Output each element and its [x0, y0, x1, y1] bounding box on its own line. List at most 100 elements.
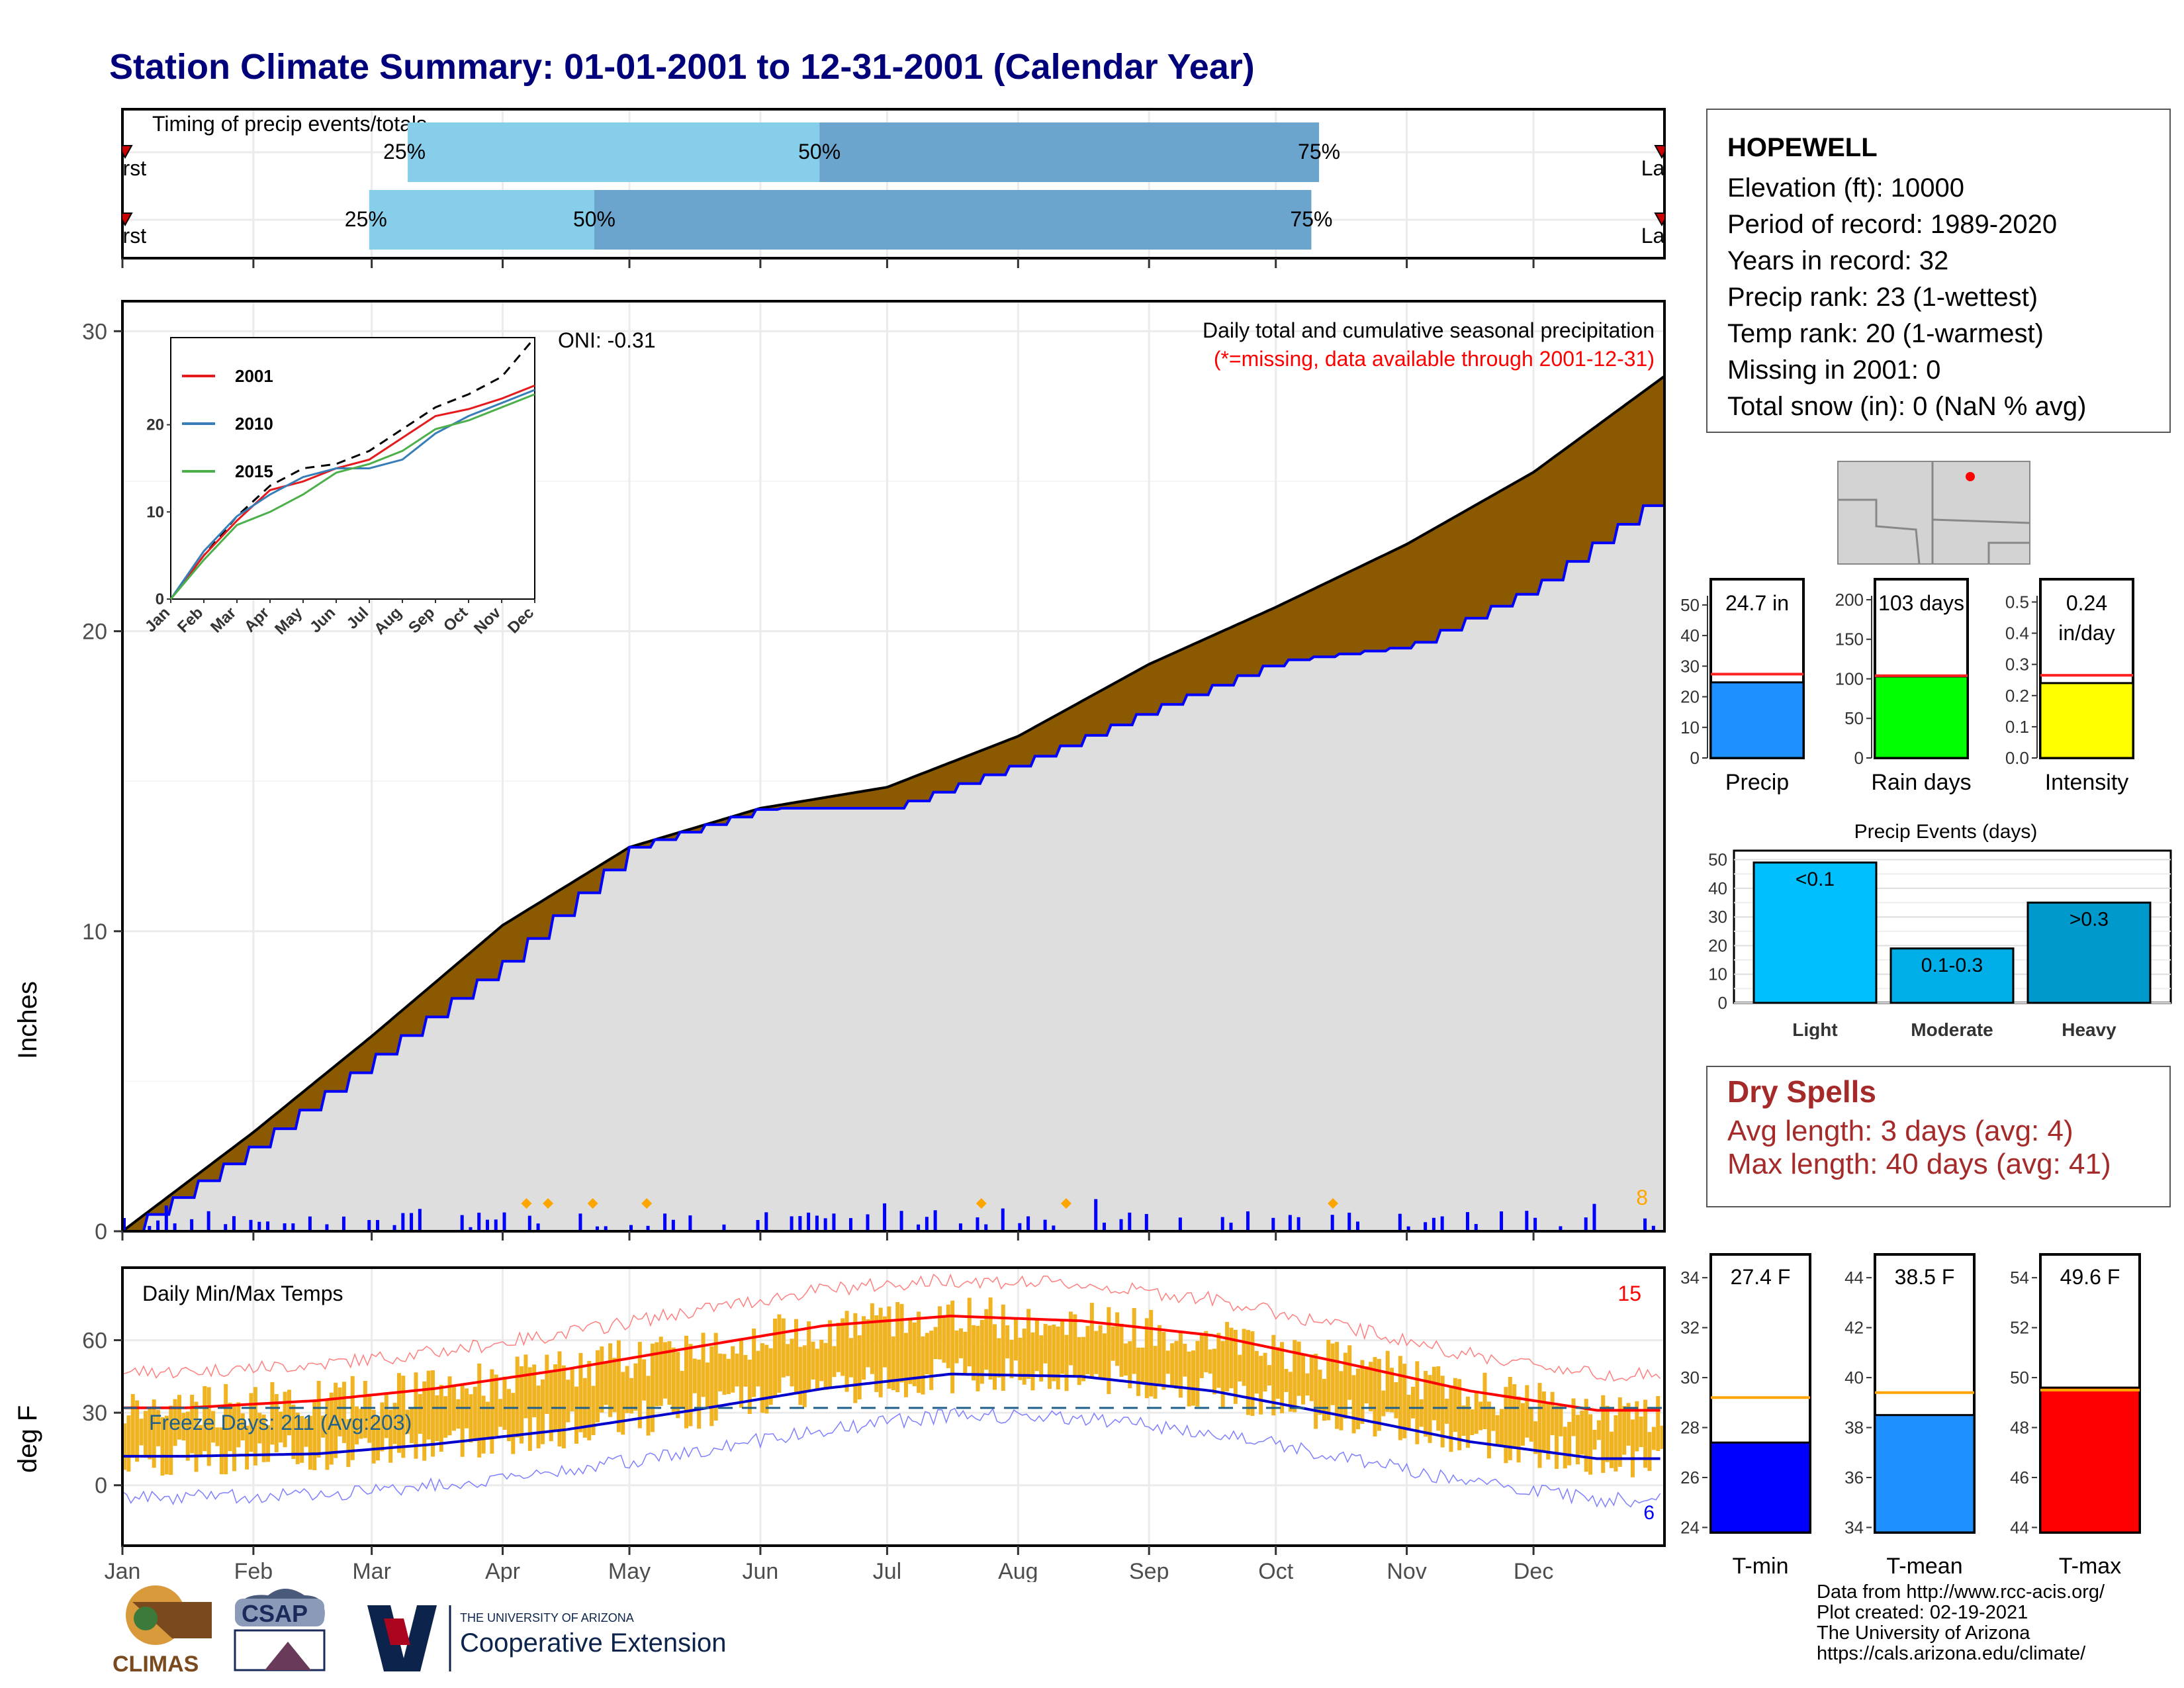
daily-temp-bar	[1022, 1329, 1026, 1385]
bar-tick: 50	[1844, 708, 1864, 728]
daily-bar	[148, 1226, 152, 1231]
daily-temp-bar	[747, 1359, 752, 1415]
bar-tick: 200	[1835, 590, 1864, 610]
dry-title: Dry Spells	[1727, 1074, 1876, 1109]
events-tick: 30	[1708, 907, 1727, 927]
daily-temp-bar	[1288, 1372, 1293, 1412]
tbar-value	[1709, 1441, 1811, 1534]
daily-temp-bar	[532, 1364, 537, 1418]
daily-temp-bar	[185, 1411, 190, 1461]
daily-temp-bar	[232, 1406, 236, 1472]
daily-temp-bar	[815, 1348, 819, 1391]
tbar-name: T-max	[2059, 1554, 2121, 1579]
daily-temp-bar	[321, 1415, 326, 1438]
daily-temp-bar	[1115, 1312, 1120, 1366]
extreme-marker	[641, 1198, 653, 1209]
events-chart: Precip Events (days) 0 10 20 30 40 50 <0.1 Light…	[1708, 821, 2172, 1039]
month-label: Nov	[1387, 1559, 1426, 1582]
daily-temp-bar	[671, 1347, 676, 1413]
bar-tick: 30	[1681, 656, 1700, 676]
dry-max: Max length: 40 days (avg: 41)	[1727, 1148, 2111, 1180]
daily-temp-bar	[587, 1360, 592, 1440]
daily-temp-bar	[887, 1306, 891, 1389]
timing-label: Timing of precip events/totals	[152, 112, 427, 136]
daily-temp-bar	[1402, 1364, 1407, 1438]
inset-series-line	[169, 385, 535, 600]
daily-temp-bar	[726, 1358, 731, 1395]
daily-bar	[578, 1213, 582, 1231]
daily-temp-bar	[963, 1331, 968, 1375]
daily-bar	[477, 1212, 481, 1231]
tbar-tick: 26	[1681, 1468, 1700, 1487]
daily-temp-bar	[756, 1350, 760, 1387]
daily-temp-bar	[211, 1411, 216, 1443]
bar-tick: 0.2	[2005, 686, 2029, 706]
tbar-tick: 42	[1844, 1318, 1864, 1338]
event-cat: Heavy	[2062, 1019, 2116, 1039]
daily-temp-bar	[967, 1297, 972, 1367]
daily-temp-bar	[490, 1369, 494, 1454]
daily-temp-bar	[143, 1411, 148, 1458]
daily-temp-bar	[1516, 1396, 1521, 1463]
daily-temp-bar	[130, 1393, 135, 1458]
daily-bar	[1297, 1217, 1300, 1231]
daily-temp-bar	[688, 1344, 693, 1427]
event-cat: Moderate	[1911, 1019, 1993, 1039]
daily-temp-bar	[1546, 1402, 1551, 1460]
daily-temp-bar	[984, 1309, 989, 1370]
daily-temp-bar	[1630, 1419, 1635, 1477]
daily-temp-bar	[1094, 1331, 1099, 1374]
events-title: Precip Events (days)	[1854, 821, 2038, 843]
events-tick: 0	[1718, 993, 1727, 1013]
daily-bar	[291, 1223, 295, 1231]
daily-temp-bar	[578, 1352, 583, 1432]
daily-temp-bar	[1013, 1318, 1018, 1361]
daily-temp-bar	[972, 1325, 976, 1381]
daily-temp-bar	[1500, 1409, 1504, 1446]
daily-temp-bar	[642, 1359, 647, 1401]
daily-temp-bar	[1297, 1341, 1301, 1396]
info-line: Elevation (ft): 10000	[1727, 173, 1964, 203]
inset-x-label: Jul	[343, 604, 373, 633]
daily-temp-bar	[148, 1408, 152, 1460]
daily-temp-bar	[1111, 1326, 1115, 1361]
annual-bars: 0 10 20 30 40 50 24.7 in Precip 0 50 100 150 200 103 …	[1681, 578, 2134, 795]
daily-temp-bar	[384, 1393, 388, 1438]
tbar-tick: 28	[1681, 1418, 1700, 1438]
daily-temp-bar	[570, 1368, 574, 1412]
temp-y-tick: 60	[82, 1329, 107, 1354]
daily-temp-bar	[553, 1364, 558, 1430]
daily-bar	[663, 1213, 667, 1231]
daily-temp-bar	[236, 1402, 241, 1448]
daily-temp-bar	[1073, 1314, 1077, 1378]
daily-temp-bar	[1495, 1415, 1500, 1446]
month-label: Feb	[234, 1559, 273, 1582]
daily-temp-bar	[667, 1341, 672, 1405]
bar-name: Intensity	[2045, 770, 2129, 795]
csap-logo: CSAP	[234, 1589, 326, 1671]
info-line: Period of record: 1989-2020	[1727, 210, 2058, 239]
credit-line: The University of Arizona	[1817, 1622, 2030, 1644]
daily-bar	[502, 1212, 506, 1231]
daily-temp-bar	[1052, 1325, 1056, 1382]
daily-bar	[401, 1213, 405, 1231]
daily-temp-bar	[439, 1385, 443, 1452]
daily-temp-bar	[844, 1311, 849, 1392]
daily-temp-bar	[866, 1319, 870, 1368]
daily-temp-bar	[1571, 1398, 1576, 1436]
inset-series-line	[169, 393, 535, 600]
daily-temp-bar	[363, 1381, 367, 1438]
daily-temp-bar	[1081, 1336, 1086, 1382]
y-tick-label: 30	[82, 319, 107, 344]
daily-temp-bar	[156, 1409, 161, 1446]
month-label: Sep	[1129, 1559, 1169, 1582]
daily-temp-bar	[718, 1353, 723, 1391]
daily-bar	[1144, 1213, 1148, 1231]
daily-temp-bar	[1335, 1342, 1340, 1429]
daily-temp-bar	[1326, 1340, 1331, 1421]
credit-line: Data from http://www.rcc-acis.org/	[1817, 1581, 2105, 1603]
daily-temp-bar	[1119, 1323, 1124, 1377]
daily-temp-bar	[1465, 1396, 1470, 1448]
bar-tick: 150	[1835, 630, 1864, 649]
daily-temp-bar	[1635, 1401, 1639, 1452]
